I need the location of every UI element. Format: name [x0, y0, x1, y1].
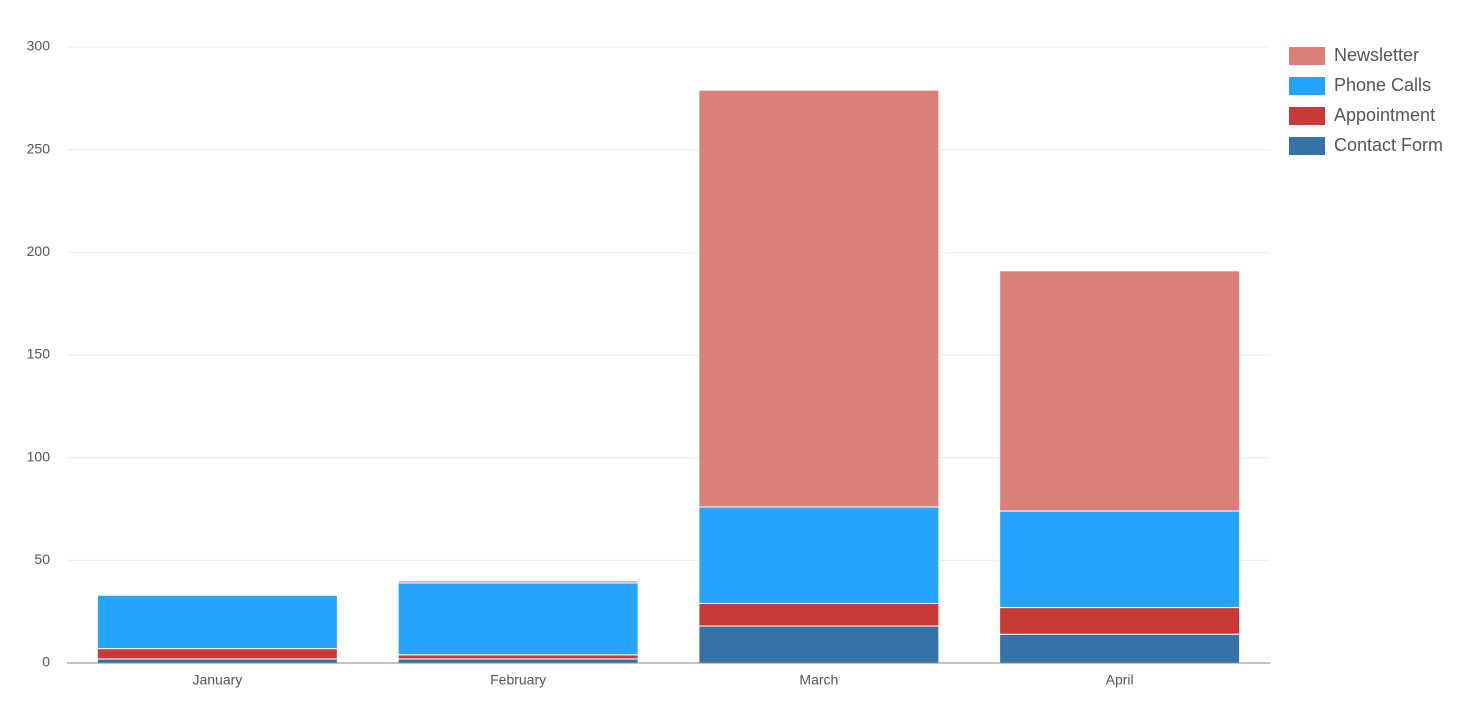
y-tick-label: 50 [34, 551, 50, 567]
bar-segment [397, 582, 639, 656]
bar-segment [999, 633, 1241, 664]
bar-segment [397, 654, 639, 660]
x-tick-label: January [192, 672, 242, 688]
bar-segment [698, 625, 940, 664]
legend-label: Phone Calls [1334, 75, 1431, 95]
legend-label: Newsletter [1334, 45, 1419, 65]
y-tick-label: 300 [27, 38, 51, 54]
y-tick-label: 200 [27, 243, 51, 259]
x-tick-label: February [490, 672, 546, 688]
legend-label: Contact Form [1334, 135, 1443, 155]
bar-segment [397, 580, 639, 584]
legend-swatch [1289, 77, 1325, 95]
y-tick-label: 150 [27, 346, 51, 362]
x-tick-label: March [799, 672, 838, 688]
bar-segment [698, 602, 940, 627]
bar-segment [96, 658, 338, 664]
bar-segment [999, 607, 1241, 635]
bar-segment [698, 89, 940, 508]
y-tick-label: 0 [42, 654, 50, 670]
bar-segment [999, 510, 1241, 609]
bar-segment [698, 506, 940, 604]
y-tick-label: 250 [27, 140, 51, 156]
legend-swatch [1289, 107, 1325, 125]
legend-swatch [1289, 137, 1325, 155]
legend-swatch [1289, 47, 1325, 65]
y-tick-label: 100 [27, 448, 51, 464]
bar-segment [999, 270, 1241, 512]
bar-segment [397, 658, 639, 664]
bar-segment [96, 594, 338, 650]
x-tick-label: April [1106, 672, 1134, 688]
legend-label: Appointment [1334, 105, 1435, 125]
bar-segment [96, 648, 338, 660]
